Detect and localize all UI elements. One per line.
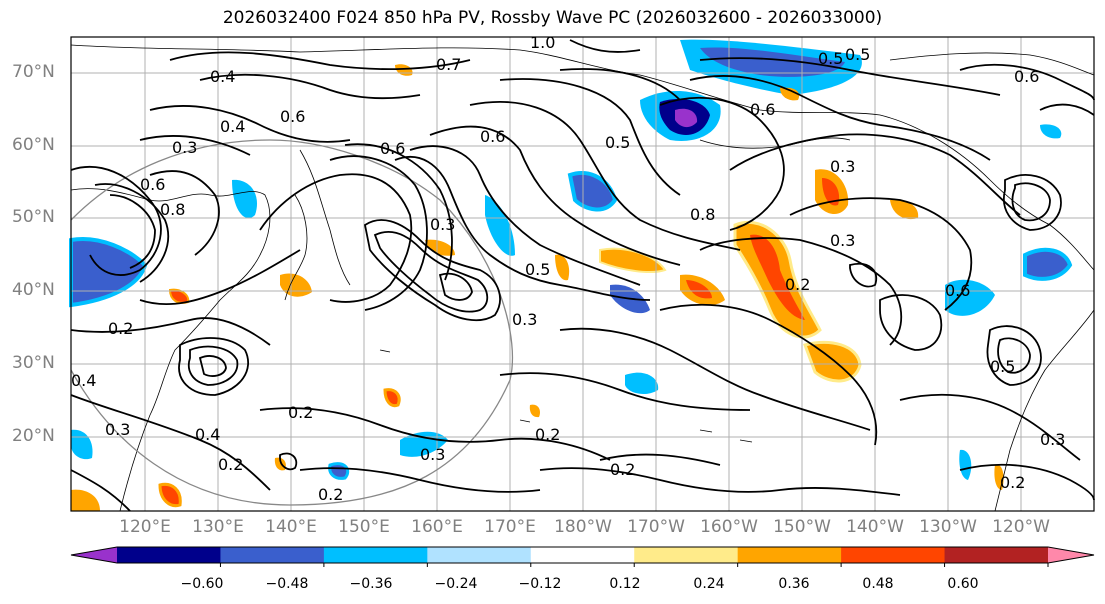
colorbar-tick-label: 0.60 bbox=[947, 576, 979, 592]
colorbar-tick-label: −0.12 bbox=[518, 576, 562, 592]
colorbar-outline bbox=[70, 546, 1095, 564]
colorbar-segment bbox=[117, 547, 221, 563]
positive-anomaly-patches bbox=[71, 64, 1004, 511]
lat-label: 30°N bbox=[12, 353, 55, 373]
contour-label: 0.6 bbox=[380, 139, 405, 158]
contour-label: 0.8 bbox=[690, 205, 715, 224]
contour-label: 0.4 bbox=[220, 117, 245, 136]
contour-label: 0.3 bbox=[1040, 430, 1065, 449]
contour-label: 1.0 bbox=[530, 33, 555, 52]
pv-contours bbox=[70, 39, 1095, 512]
colorbar-extend-max bbox=[1048, 547, 1094, 563]
contour-label: 0.5 bbox=[845, 45, 870, 64]
lon-label: 120°W bbox=[992, 517, 1050, 537]
contour-label: 0.3 bbox=[512, 310, 537, 329]
colorbar-segment bbox=[737, 547, 842, 563]
contour-label: 0.5 bbox=[990, 357, 1015, 376]
lat-label: 40°N bbox=[12, 280, 55, 300]
contour-label: 0.2 bbox=[318, 485, 343, 504]
contour-label: 0.3 bbox=[105, 420, 130, 439]
contour-label: 0.2 bbox=[610, 460, 635, 479]
contour-label: 0.3 bbox=[830, 231, 855, 250]
contour-label: 0.2 bbox=[535, 425, 560, 444]
contour-label: 0.2 bbox=[785, 275, 810, 294]
lat-label: 50°N bbox=[12, 207, 55, 227]
gridlines bbox=[71, 37, 1094, 511]
lon-label: 160°W bbox=[700, 517, 758, 537]
contour-label: 0.6 bbox=[140, 175, 165, 194]
contour-label: 0.3 bbox=[830, 157, 855, 176]
lon-label: 130°E bbox=[192, 517, 244, 537]
colorbar-tick-label: 0.36 bbox=[778, 576, 810, 592]
colorbar-tick-label: −0.48 bbox=[265, 576, 309, 592]
colorbar-segment bbox=[841, 547, 946, 563]
lon-label: 160°E bbox=[411, 517, 463, 537]
lon-label: 170°E bbox=[484, 517, 536, 537]
contour-label: 0.4 bbox=[71, 371, 96, 390]
contour-label: 0.6 bbox=[750, 100, 775, 119]
lon-label: 140°W bbox=[846, 517, 904, 537]
colorbar-tick-label: −0.36 bbox=[349, 576, 393, 592]
contour-labels-group: 1.0 0.7 0.5 0.4 0.6 0.4 0.3 0.6 0.5 0.3 … bbox=[71, 33, 1065, 504]
map-border bbox=[70, 36, 1095, 512]
colorbar-segment bbox=[530, 547, 635, 563]
contour-label: 0.3 bbox=[430, 215, 455, 234]
contour-label: 0.6 bbox=[480, 127, 505, 146]
colorbar-segment bbox=[427, 547, 532, 563]
contour-label: 0.3 bbox=[172, 138, 197, 157]
contour-label: 0.6 bbox=[1014, 67, 1039, 86]
contour-label: 0.5 bbox=[525, 260, 550, 279]
contour-label: 0.6 bbox=[280, 107, 305, 126]
contour-label: 0.2 bbox=[108, 319, 133, 338]
contour-label: 0.3 bbox=[420, 445, 445, 464]
colorbar-tick-label: 0.12 bbox=[609, 576, 641, 592]
lon-label: 180°W bbox=[554, 517, 612, 537]
contour-label: 0.4 bbox=[195, 425, 220, 444]
colorbar bbox=[70, 546, 1095, 567]
chart-title: 2026032400 F024 850 hPa PV, Rossby Wave … bbox=[222, 8, 883, 28]
lon-label: 130°W bbox=[919, 517, 977, 537]
colorbar-tick-label: 0.24 bbox=[693, 576, 725, 592]
lat-label: 60°N bbox=[12, 135, 55, 155]
lon-label: 140°E bbox=[265, 517, 317, 537]
lon-label: 150°E bbox=[338, 517, 390, 537]
lon-label: 170°W bbox=[627, 517, 685, 537]
contour-label: 0.5 bbox=[605, 133, 630, 152]
contour-label: 0.5 bbox=[818, 49, 843, 68]
contour-label: 0.8 bbox=[160, 200, 185, 219]
contour-label: 0.6 bbox=[945, 281, 970, 300]
contour-label: 0.7 bbox=[436, 55, 461, 74]
great-circle-arc bbox=[70, 139, 514, 506]
colorbar-tick-label: −0.24 bbox=[434, 576, 478, 592]
colorbar-segment bbox=[634, 547, 739, 563]
lon-label: 120°E bbox=[119, 517, 171, 537]
colorbar-segment bbox=[220, 547, 325, 563]
lon-label: 150°W bbox=[773, 517, 831, 537]
colorbar-extend-min bbox=[71, 547, 117, 563]
colorbar-segment bbox=[323, 547, 428, 563]
contour-label: 0.2 bbox=[218, 455, 243, 474]
colorbar-tick-label: −0.60 bbox=[180, 576, 224, 592]
colorbar-tick-label: 0.48 bbox=[862, 576, 894, 592]
colorbar-segment bbox=[944, 547, 1049, 563]
lat-label: 70°N bbox=[12, 62, 55, 82]
lat-label: 20°N bbox=[12, 426, 55, 446]
contour-label: 0.4 bbox=[210, 67, 235, 86]
contour-label: 0.2 bbox=[1000, 473, 1025, 492]
contour-label: 0.2 bbox=[288, 403, 313, 422]
